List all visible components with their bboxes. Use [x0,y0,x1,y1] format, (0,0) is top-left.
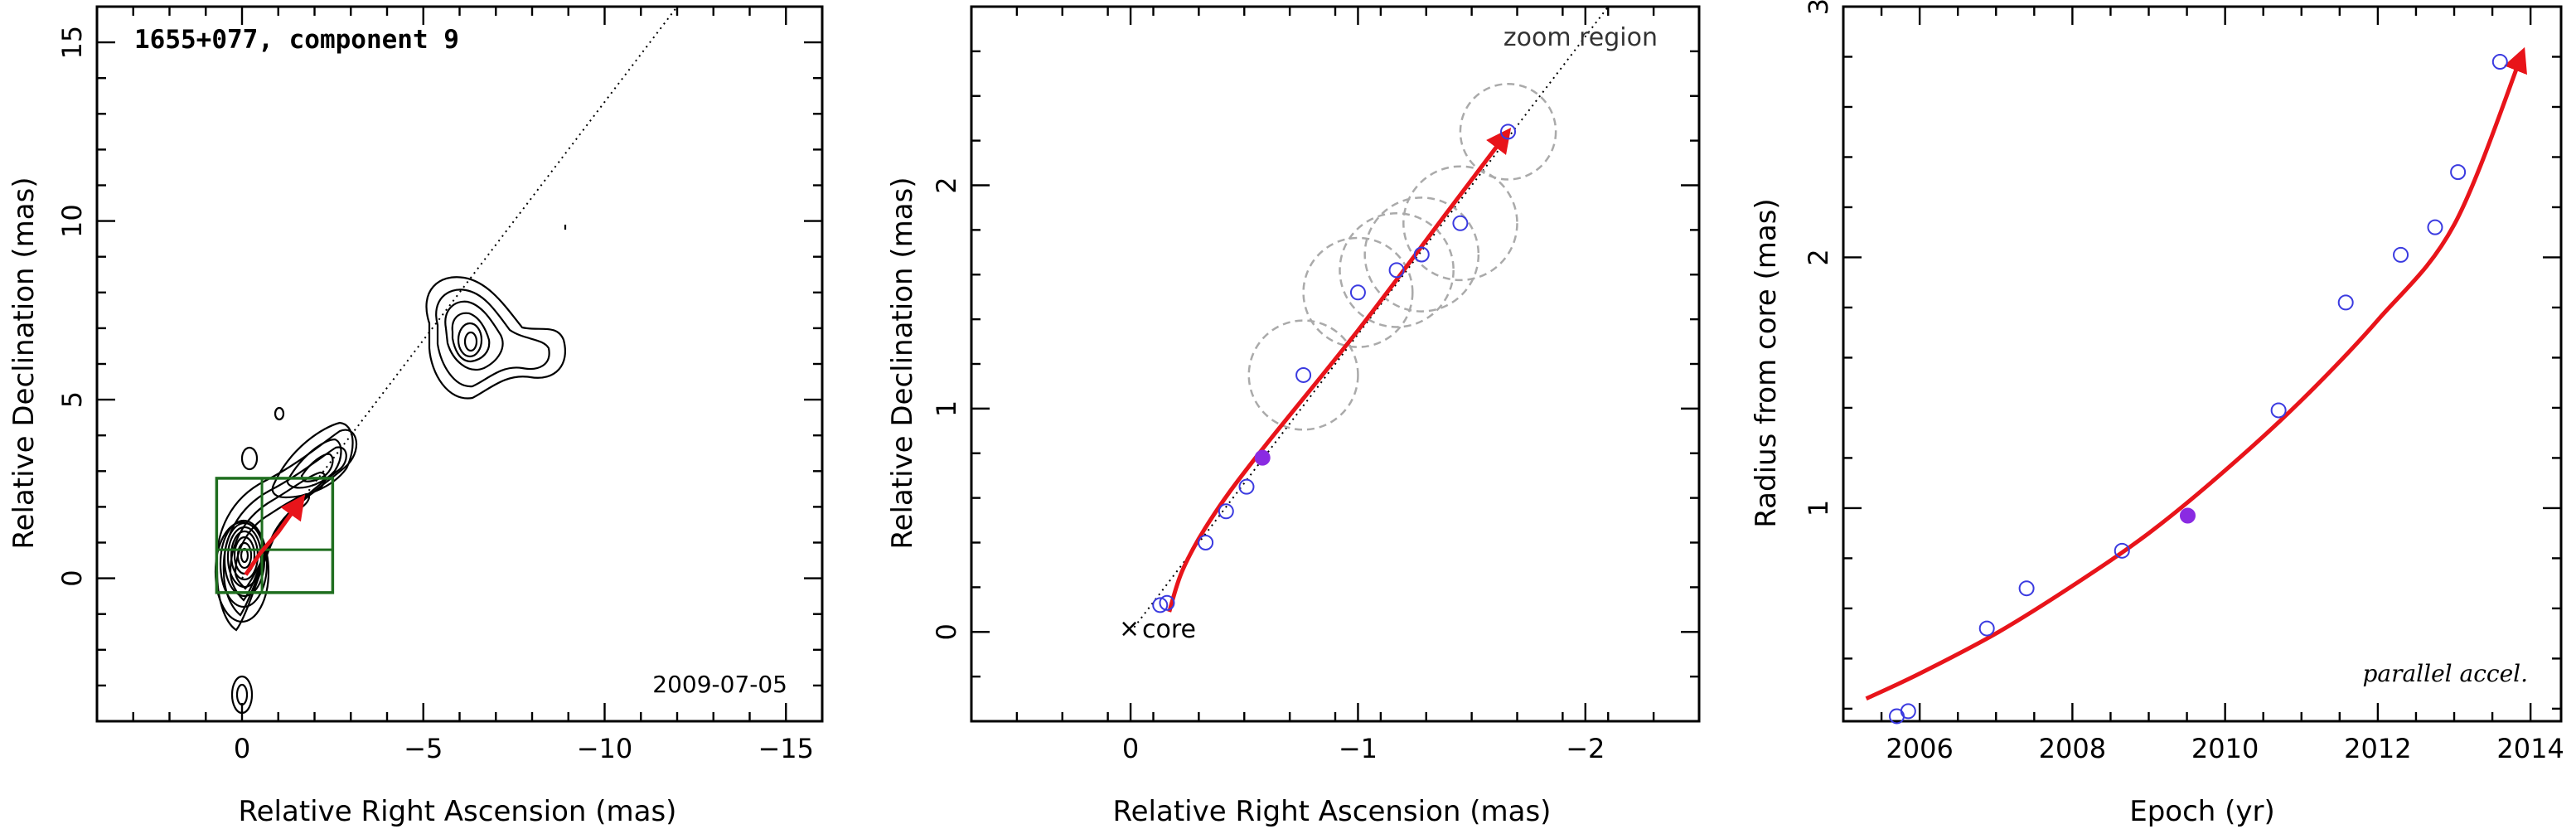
y-tick-label: 3 [1803,0,1834,15]
x-tick-label: 0 [1122,733,1139,764]
x-tick-label: 2014 [2496,733,2564,764]
x-tick-label: 0 [234,733,250,764]
x-axis-label: Relative Right Ascension (mas) [1113,795,1552,828]
x-tick-label: 2012 [2344,733,2411,764]
x-tick-label: −15 [758,733,814,764]
knot-contour [444,300,504,371]
y-tick-label: 10 [56,204,88,238]
data-point [1198,535,1214,550]
data-point [1978,620,1995,637]
data-point-filled [1254,449,1271,466]
data-point [2114,542,2130,559]
y-tick-label: 2 [931,177,962,193]
panel-title: 1655+077, component 9 [134,25,459,55]
data-point [2393,246,2409,263]
x-tick-label: 2010 [2191,733,2259,764]
data-point [2018,580,2035,597]
data-point [2427,219,2443,235]
x-tick-label: −1 [1339,733,1378,764]
core-contour [219,519,269,608]
panel-contour-map: 0 −5 −10 −15 0 5 10 15 1655+077, component 9 20… [7,5,824,828]
panel-zoom-region: 0 −1 −2 0 1 2 zoom region × core Relative Rig… [886,5,1701,828]
y-tick-label: 1 [931,400,962,417]
x-tick-label: −2 [1566,733,1605,764]
plot-frame [1842,5,2563,723]
core-contour [236,541,253,570]
core-marker: × [1119,614,1140,643]
y-axis-label: Radius from core (mas) [1750,198,1783,527]
core-label: core [1142,615,1196,644]
knot-contour [425,276,566,400]
x-tick-label: −5 [404,733,443,764]
y-tick-label: 0 [56,570,88,586]
data-point [1452,215,1469,231]
jet-contour [286,438,342,489]
y-axis-label: Relative Declination (mas) [7,177,41,549]
data-point [1238,478,1255,495]
knot-contour [457,322,483,358]
x-tick-label: −10 [577,733,633,764]
x-tick-label: 2008 [2039,733,2106,764]
x-tick-label: 2006 [1886,733,1953,764]
x-axis-label: Epoch (yr) [2129,795,2275,828]
epoch-label: 2009-07-05 [652,671,787,698]
trajectory-arrow [244,494,306,576]
error-circle [1459,82,1557,181]
data-point [2491,54,2508,70]
data-point-filled [2179,507,2196,524]
y-tick-label: 0 [931,623,962,640]
data-point [1152,597,1169,613]
y-tick-label: 1 [1803,500,1834,516]
y-tick-label: 2 [1803,249,1834,265]
jet-contour [300,453,334,482]
small-contour [274,406,285,421]
data-point [1159,594,1175,611]
fit-annotation: parallel accel. [2362,660,2528,687]
small-contour [235,683,249,706]
y-axis-label: Relative Declination (mas) [886,177,919,549]
error-circle [1302,236,1414,348]
fit-curve [1865,46,2528,701]
error-circle [1247,319,1359,431]
data-point [1295,366,1312,383]
data-point [1500,124,1517,140]
y-tick-label: 15 [56,26,88,60]
data-point [1218,503,1234,520]
error-circle [1402,165,1518,282]
knot-contour [435,288,550,388]
knot-contour [463,331,478,352]
data-point [1413,246,1430,263]
error-circle [1339,212,1455,328]
x-axis-label: Relative Right Ascension (mas) [239,795,677,828]
zoom-region-label: zoom region [1503,23,1658,52]
small-contour [240,446,259,471]
zoom-box [215,477,335,594]
data-point [2337,294,2354,311]
knot-contour [451,312,491,363]
data-point [1388,262,1405,279]
data-point [1900,703,1916,720]
radio-contour-map [214,225,567,715]
trajectory-arrow [1167,128,1512,613]
data-point [2270,402,2287,419]
y-tick-label: 5 [56,391,88,408]
data-point [1349,284,1366,301]
jet-axis-line [241,6,678,579]
error-circle [1363,196,1480,313]
data-point [2450,164,2467,181]
